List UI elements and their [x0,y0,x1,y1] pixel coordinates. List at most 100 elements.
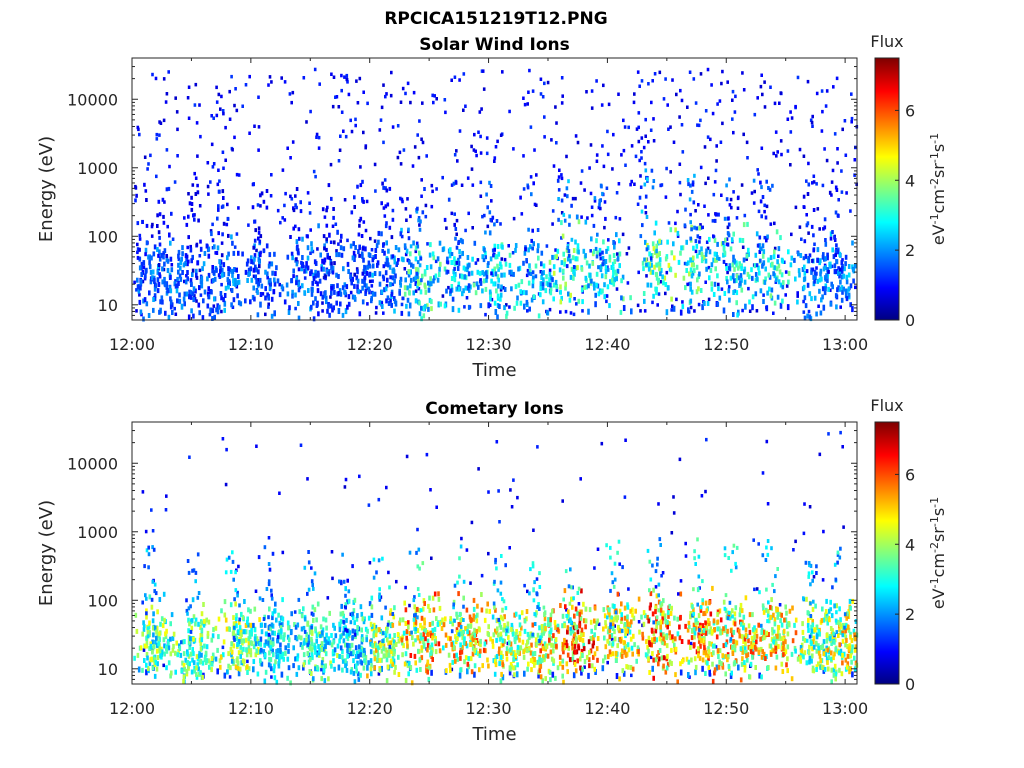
heatmap-cell [283,203,286,208]
colorbar-band [875,111,899,113]
heatmap-cell [260,622,263,628]
heatmap-cell [741,238,745,243]
heatmap-cell [534,274,538,279]
heatmap-cell [407,272,411,278]
heatmap-cell [281,168,285,172]
heatmap-cell [407,236,411,241]
heatmap-cell [461,250,464,256]
heatmap-cell [306,642,310,647]
heatmap-cell [368,289,371,295]
heatmap-cell [310,246,314,252]
heatmap-cell [608,257,612,263]
heatmap-cell [512,478,515,482]
heatmap-cell [324,617,328,623]
heatmap-cell [190,258,193,264]
heatmap-cell [434,649,438,655]
heatmap-cell [151,639,154,645]
heatmap-cell [653,264,656,270]
heatmap-cell [329,660,332,666]
heatmap-cell [162,591,166,597]
heatmap-cell [572,672,576,679]
heatmap-cell [177,649,180,654]
heatmap-cell [613,277,616,283]
colorbar-band [875,109,899,111]
heatmap-cell [287,625,290,631]
heatmap-cell [291,255,294,261]
heatmap-cell [461,630,464,635]
heatmap-cell [381,556,384,561]
heatmap-cell [272,652,275,658]
heatmap-cell [802,531,806,536]
heatmap-cell [306,191,310,195]
heatmap-cell [770,287,774,293]
heatmap-cell [325,299,328,305]
heatmap-cell [307,550,310,554]
heatmap-cell [502,641,505,647]
heatmap-cell [434,259,438,264]
colorbar-band [875,318,899,320]
heatmap-cell [142,620,145,626]
heatmap-cell [265,189,269,193]
heatmap-cell [548,670,552,675]
heatmap-cell [543,616,547,622]
heatmap-cell [759,180,762,185]
heatmap-cell [717,286,720,292]
heatmap-cell [178,273,182,279]
heatmap-cell [300,626,304,632]
heatmap-cell [454,180,458,185]
heatmap-cell [246,622,250,628]
heatmap-cell [348,647,352,653]
heatmap-cell [827,432,830,436]
heatmap-cell [682,275,686,281]
heatmap-cell [256,671,260,677]
heatmap-cell [386,295,390,301]
heatmap-cell [620,153,623,157]
heatmap-cell [346,578,349,583]
colorbar-band [875,75,899,77]
heatmap-cell [437,641,441,647]
colorbar-band [875,64,899,66]
heatmap-cell [312,617,315,623]
heatmap-cell [165,284,169,290]
heatmap-cell [399,231,403,237]
heatmap-cell [186,651,189,657]
colorbar-band [875,129,899,131]
heatmap-cell [382,653,386,659]
heatmap-cell [670,531,674,535]
heatmap-cell [494,560,497,565]
heatmap-cell [493,156,497,160]
heatmap-cell [165,628,168,634]
heatmap-cell [451,659,454,665]
heatmap-cell [269,277,272,283]
heatmap-cell [242,638,246,644]
heatmap-cell [247,267,251,273]
heatmap-cell [408,302,412,309]
heatmap-cell [313,642,317,648]
heatmap-cell [486,657,489,663]
heatmap-cell [256,289,259,295]
heatmap-cell [404,651,408,657]
heatmap-cell [305,120,308,124]
heatmap-cell [214,656,218,662]
heatmap-cell [564,281,567,287]
heatmap-cell [144,252,147,257]
heatmap-cell [188,455,191,459]
heatmap-cell [189,604,192,609]
heatmap-cell [498,636,502,642]
heatmap-cell [162,77,166,81]
heatmap-cell [567,612,570,618]
heatmap-cell [827,269,830,274]
heatmap-cell [245,652,249,658]
heatmap-cell [296,622,300,628]
heatmap-cell [547,622,550,628]
heatmap-cell [318,82,321,86]
heatmap-cell [455,149,458,153]
colorbar-band [875,133,899,135]
heatmap-cell [230,658,234,664]
heatmap-cell [460,536,463,541]
heatmap-cell [489,636,492,642]
heatmap-cell [777,246,781,252]
heatmap-cell [639,174,642,178]
colorbar-band [875,288,899,290]
heatmap-cell [776,259,779,265]
